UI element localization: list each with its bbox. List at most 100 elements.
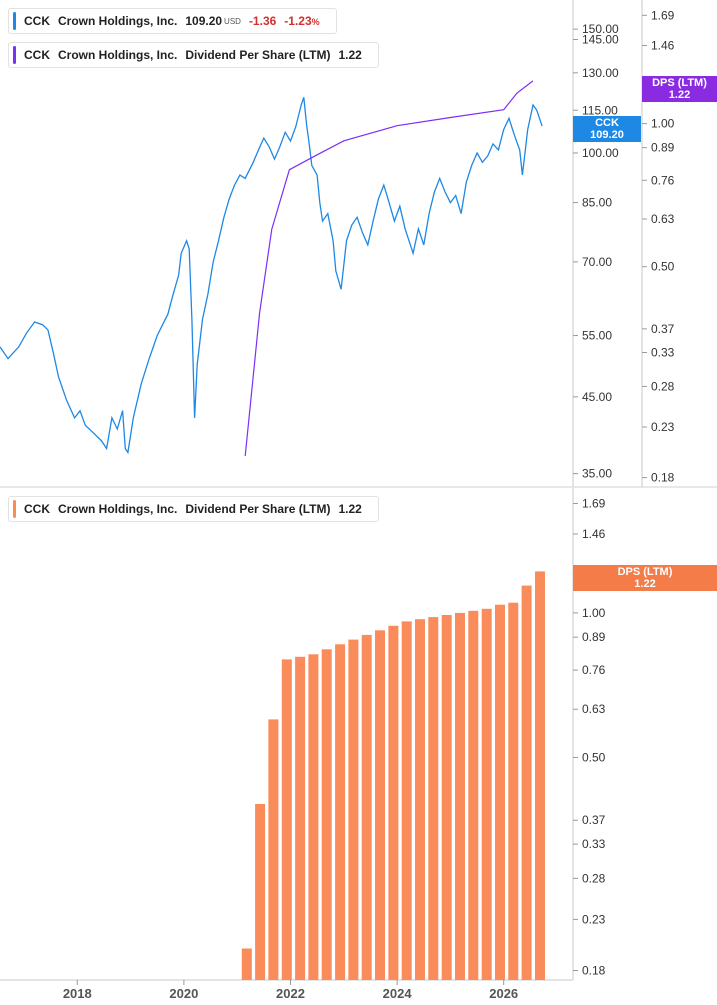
dps-bar [401, 621, 412, 980]
price-axis-tick-label: 150.00 [582, 22, 619, 36]
dps-bar [468, 610, 479, 980]
price-axis-tick-label: 115.00 [582, 103, 618, 117]
dps-bar [481, 608, 492, 980]
dps-axis-bottom-tick-label: 0.50 [582, 750, 606, 764]
dps-bar [335, 644, 346, 980]
legend-price-ticker: CCK [24, 14, 50, 28]
price-last-value-tag: CCK 109.20 [573, 116, 641, 142]
dps-bar [255, 804, 266, 980]
price-axis-tick-label: 145.00 [582, 32, 619, 46]
legend-dps-top-company: Crown Holdings, Inc. [58, 48, 178, 62]
dps-bottom-last-value-tag: DPS (LTM) 1.22 [573, 565, 717, 591]
price-tag-value: 109.20 [590, 129, 624, 141]
dps-bar [535, 571, 545, 980]
dps-axis-top-tick-label: 0.50 [651, 260, 675, 274]
dps-axis-top-tick-label: 1.46 [651, 38, 675, 52]
dps-bar [348, 639, 359, 980]
dps-bottom-tag-label: DPS (LTM) [617, 566, 673, 578]
dps-top-tag-value: 1.22 [668, 89, 691, 101]
dps-axis-bottom-tick-label: 0.63 [582, 702, 606, 716]
price-series-line [0, 97, 543, 455]
legend-price-change: -1.36 [248, 14, 277, 28]
dps-axis-top-tick-label: 0.23 [651, 420, 675, 434]
legend-price-company: Crown Holdings, Inc. [58, 14, 178, 28]
dps-axis-top-tick-label: 0.33 [651, 345, 675, 359]
price-tag-label: CCK [595, 117, 619, 129]
dps-axis-top-tick-label: 0.63 [651, 212, 675, 226]
dps-bar [521, 585, 532, 980]
dps-axis-top-tick-label: 1.69 [651, 8, 675, 22]
legend-dps-bottom-swatch [13, 500, 16, 518]
dps-bar [428, 617, 439, 980]
price-axis-tick-label: 70.00 [582, 255, 612, 269]
price-axis-tick-label: 100.00 [582, 146, 619, 160]
legend-dps-bottom-metric: Dividend Per Share (LTM) [185, 502, 331, 516]
dps-axis-bottom-tick-label: 0.76 [582, 663, 606, 677]
dps-bar [361, 634, 372, 980]
dps-axis-bottom-tick-label: 0.33 [582, 837, 606, 851]
dps-axis-top-tick-label: 0.37 [651, 322, 675, 336]
dps-axis-top-tick-label: 0.76 [651, 173, 675, 187]
price-axis-tick-label: 130.00 [582, 66, 619, 80]
dps-axis-bottom-tick-label: 0.23 [582, 912, 606, 926]
legend-price-change-pct: -1.23 [284, 14, 312, 28]
legend-price-pct-sign: % [311, 17, 320, 27]
legend-dps-top-ticker: CCK [24, 48, 50, 62]
legend-price-value: 109.20 [185, 14, 223, 28]
x-axis-tick-label: 2020 [169, 986, 198, 1001]
legend-dps-bottom-ticker: CCK [24, 502, 50, 516]
legend-dps-bottom[interactable]: CCK Crown Holdings, Inc. Dividend Per Sh… [8, 496, 379, 522]
x-axis-tick-label: 2026 [489, 986, 518, 1001]
dps-top-last-value-tag: DPS (LTM) 1.22 [642, 76, 717, 102]
legend-price-change-pct-wrap: -1.23% [284, 14, 319, 28]
price-axis-tick-label: 45.00 [582, 390, 612, 404]
dps-bar [268, 719, 279, 980]
x-axis-ticks: 2018 2020 2022 2024 2026 [63, 980, 518, 1001]
price-axis-tick-label: 35.00 [582, 467, 612, 481]
legend-dps-top-value: 1.22 [338, 48, 362, 62]
x-axis-tick-label: 2022 [276, 986, 305, 1001]
dps-bar [508, 602, 519, 980]
dps-bar [295, 656, 306, 980]
dps-axis-bottom-tick-label: 0.89 [582, 630, 606, 644]
dps-bar [375, 630, 385, 980]
legend-dps-top[interactable]: CCK Crown Holdings, Inc. Dividend Per Sh… [8, 42, 379, 68]
dps-bottom-tag-value: 1.22 [634, 578, 656, 590]
x-axis-tick-label: 2024 [383, 986, 413, 1001]
dps-bar [495, 604, 505, 980]
legend-price-currency: USD [224, 16, 241, 26]
price-axis-tick-label: 85.00 [582, 196, 612, 210]
dps-axis-bottom-tick-label: 0.37 [582, 813, 606, 827]
dps-axis-bottom-tick-label: 1.46 [582, 527, 606, 541]
legend-dps-top-metric: Dividend Per Share (LTM) [185, 48, 331, 62]
x-axis-tick-label: 2018 [63, 986, 92, 1001]
dps-axis-top-tick-label: 0.28 [651, 379, 675, 393]
dps-axis-bottom-tick-label: 0.28 [582, 871, 606, 885]
dps-bar [281, 659, 292, 980]
price-axis-ticks: 35.00 45.00 55.00 70.00 85.00 100.00 115.00 130… [573, 22, 619, 481]
legend-price[interactable]: CCK Crown Holdings, Inc. 109.20 USD -1.3… [8, 8, 337, 34]
dps-axis-ticks-top: 0.18 0.23 0.28 0.33 0.37 0.50 0.63 0.76 0.89 1.00… [642, 8, 675, 485]
dps-series-line [244, 80, 534, 456]
dps-bar [241, 948, 252, 980]
dps-top-tag-label: DPS (LTM) [652, 77, 707, 89]
price-axis-tick-label: 55.00 [582, 329, 612, 343]
dps-bars [241, 571, 545, 980]
dps-axis-top-tick-label: 0.89 [651, 141, 675, 155]
legend-dps-top-swatch [13, 46, 16, 64]
dps-bar [415, 619, 425, 980]
dps-axis-top-tick-label: 1.00 [651, 117, 675, 131]
dps-bar [455, 612, 465, 980]
legend-dps-bottom-value: 1.22 [338, 502, 362, 516]
dps-bar [441, 615, 452, 980]
dps-axis-top-tick-label: 0.18 [651, 471, 675, 485]
dps-axis-bottom-tick-label: 0.18 [582, 964, 606, 978]
dps-bar [308, 654, 319, 980]
legend-dps-bottom-company: Crown Holdings, Inc. [58, 502, 178, 516]
dps-bar [321, 649, 332, 980]
dps-axis-bottom-tick-label: 1.69 [582, 496, 606, 510]
dps-bar [388, 625, 399, 980]
legend-price-swatch [13, 12, 16, 30]
dps-axis-bottom-tick-label: 1.00 [582, 606, 606, 620]
